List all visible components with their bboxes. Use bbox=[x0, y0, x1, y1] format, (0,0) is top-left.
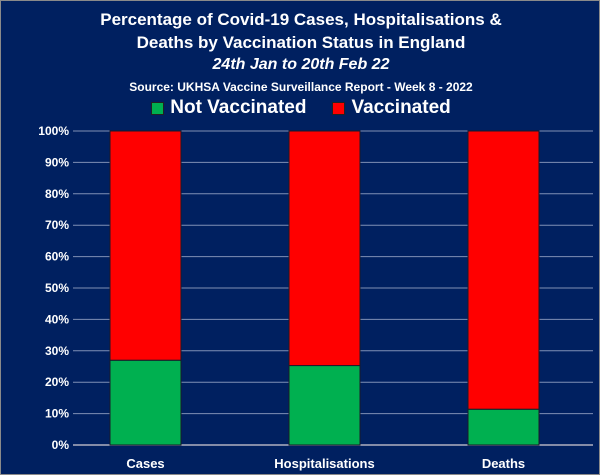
y-tick-label: 30% bbox=[45, 344, 69, 358]
legend-swatch bbox=[151, 101, 165, 115]
legend-label: Not Vaccinated bbox=[170, 97, 307, 118]
x-tick-label: Deaths bbox=[482, 456, 525, 471]
bar-not-vaccinated bbox=[109, 359, 182, 446]
y-tick-label: 90% bbox=[45, 155, 69, 169]
legend: Not Vaccinated Vaccinated bbox=[1, 97, 599, 119]
bar-vaccinated bbox=[288, 130, 361, 367]
y-tick-label: 20% bbox=[45, 375, 69, 389]
bar-vaccinated bbox=[109, 130, 182, 361]
legend-item-not-vaccinated: Not Vaccinated bbox=[151, 97, 306, 119]
bar-not-vaccinated bbox=[288, 365, 361, 446]
y-tick-label: 100% bbox=[38, 124, 69, 138]
y-tick-label: 70% bbox=[45, 218, 69, 232]
y-tick-label: 10% bbox=[45, 407, 69, 421]
chart-source: Source: UKHSA Vaccine Surveillance Repor… bbox=[129, 80, 473, 94]
y-tick-label: 0% bbox=[52, 438, 70, 452]
legend-item-vaccinated: Vaccinated bbox=[332, 97, 451, 119]
legend-label: Vaccinated bbox=[351, 97, 451, 118]
y-tick-label: 60% bbox=[45, 250, 69, 264]
bar-vaccinated bbox=[467, 130, 540, 410]
y-tick-label: 80% bbox=[45, 187, 69, 201]
legend-swatch bbox=[332, 101, 346, 115]
chart-title-line-2: Deaths by Vaccination Status in England bbox=[136, 33, 466, 52]
y-tick-label: 50% bbox=[45, 281, 69, 295]
y-tick-label: 40% bbox=[45, 312, 69, 326]
x-tick-label: Hospitalisations bbox=[274, 456, 374, 471]
chart-subtitle: 24th Jan to 20th Feb 22 bbox=[212, 56, 390, 73]
chart-title-line-1: Percentage of Covid-19 Cases, Hospitalis… bbox=[100, 10, 502, 29]
x-tick-label: Cases bbox=[126, 456, 164, 471]
bar-not-vaccinated bbox=[467, 408, 540, 446]
